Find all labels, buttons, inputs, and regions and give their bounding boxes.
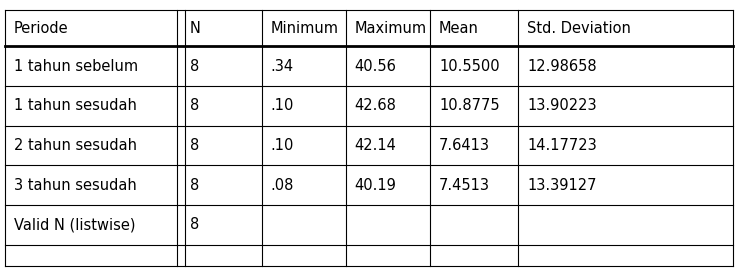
Text: 2 tahun sesudah: 2 tahun sesudah [14, 138, 137, 153]
Text: Minimum: Minimum [271, 20, 339, 36]
Text: .08: .08 [271, 178, 294, 193]
Text: 3 tahun sesudah: 3 tahun sesudah [14, 178, 137, 193]
Text: Std. Deviation: Std. Deviation [527, 20, 631, 36]
Text: 8: 8 [190, 178, 199, 193]
Text: .10: .10 [271, 99, 294, 113]
Text: 10.8775: 10.8775 [439, 99, 500, 113]
Text: 42.68: 42.68 [355, 99, 397, 113]
Text: .34: .34 [271, 59, 294, 74]
Text: 1 tahun sesudah: 1 tahun sesudah [14, 99, 137, 113]
Text: 7.6413: 7.6413 [439, 138, 490, 153]
Text: 1 tahun sebelum: 1 tahun sebelum [14, 59, 138, 74]
Text: .10: .10 [271, 138, 294, 153]
Text: 8: 8 [190, 59, 199, 74]
Text: 8: 8 [190, 138, 199, 153]
Text: 40.19: 40.19 [355, 178, 397, 193]
Text: 13.90223: 13.90223 [527, 99, 597, 113]
Text: 10.5500: 10.5500 [439, 59, 500, 74]
Text: Mean: Mean [439, 20, 479, 36]
Text: 42.14: 42.14 [355, 138, 397, 153]
Text: Periode: Periode [14, 20, 68, 36]
Text: 40.56: 40.56 [355, 59, 397, 74]
Text: 8: 8 [190, 99, 199, 113]
Text: Valid N (listwise): Valid N (listwise) [14, 217, 135, 232]
Text: 14.17723: 14.17723 [527, 138, 597, 153]
Text: 13.39127: 13.39127 [527, 178, 597, 193]
Text: Maximum: Maximum [355, 20, 427, 36]
Text: N: N [190, 20, 201, 36]
Text: 8: 8 [190, 217, 199, 232]
Text: 7.4513: 7.4513 [439, 178, 490, 193]
Text: 12.98658: 12.98658 [527, 59, 597, 74]
